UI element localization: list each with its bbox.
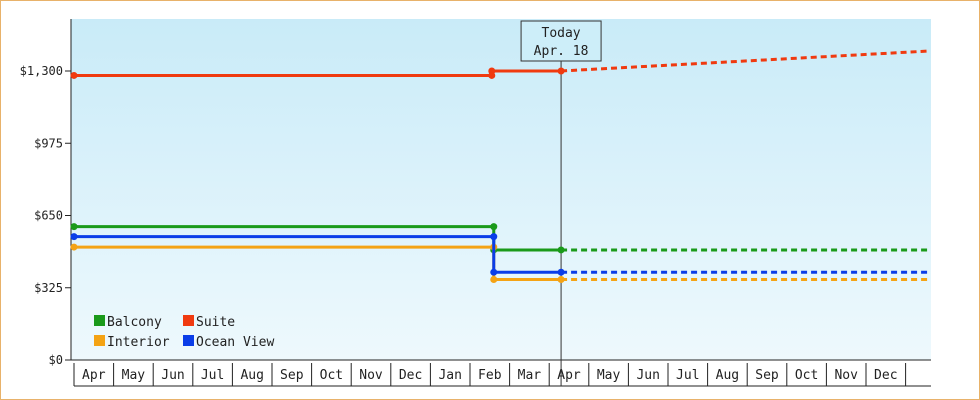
x-tick-label: Apr: [557, 368, 581, 383]
today-box: [520, 20, 602, 62]
y-tick-label: $0: [49, 353, 63, 367]
x-tick-label: Mar: [518, 368, 542, 383]
y-tick-label: $1,300: [20, 64, 63, 78]
data-point: [490, 233, 498, 241]
legend-item: Balcony: [94, 315, 162, 330]
data-point: [70, 71, 78, 79]
legend-label: Balcony: [107, 315, 162, 330]
legend-item: Interior: [94, 335, 170, 350]
data-point: [490, 268, 498, 276]
x-tick-label: Jul: [676, 368, 699, 383]
data-point: [70, 233, 78, 241]
x-tick-label: Dec: [399, 368, 422, 383]
data-point: [557, 268, 565, 276]
x-tick-label: Sep: [280, 368, 304, 383]
x-tick-label: Dec: [874, 368, 897, 383]
series-forecast-line: [560, 49, 930, 73]
data-point: [488, 67, 496, 75]
legend-swatch: [183, 315, 194, 326]
y-tick-label: $975: [34, 136, 63, 150]
today-label: Today: [542, 26, 581, 41]
x-tick-label: Apr: [82, 368, 106, 383]
data-point: [557, 67, 565, 75]
data-point: [557, 246, 565, 254]
today-date: Apr. 18: [534, 44, 589, 59]
data-point: [70, 243, 78, 251]
data-point: [490, 223, 498, 231]
data-point: [557, 276, 565, 284]
x-tick-label: Feb: [478, 368, 502, 383]
data-point: [490, 276, 498, 284]
legend-item: Suite: [183, 315, 235, 330]
series-ocean-view: [70, 233, 930, 276]
series-line: [74, 235, 562, 274]
y-tick-label: $650: [34, 209, 63, 223]
legend-swatch: [94, 335, 105, 346]
legend-item: Ocean View: [183, 335, 274, 350]
x-tick-label: Oct: [320, 368, 343, 383]
data-point: [70, 223, 78, 231]
x-tick-label: May: [122, 368, 146, 383]
series-suite: [70, 49, 930, 79]
x-tick-label: Jul: [201, 368, 224, 383]
legend-swatch: [94, 315, 105, 326]
x-tick-label: Aug: [716, 368, 739, 383]
x-tick-label: Jan: [438, 368, 461, 383]
x-tick-label: Oct: [795, 368, 818, 383]
x-tick-label: Jun: [161, 368, 184, 383]
legend-label: Interior: [107, 335, 170, 350]
legend-label: Ocean View: [196, 335, 274, 350]
legend-label: Suite: [196, 315, 235, 330]
legend-swatch: [183, 335, 194, 346]
x-tick-label: Nov: [359, 368, 383, 383]
x-tick-label: Sep: [755, 368, 779, 383]
x-tick-label: Jun: [636, 368, 659, 383]
x-tick-label: Nov: [834, 368, 858, 383]
x-tick-label: Aug: [240, 368, 263, 383]
x-tick-label: May: [597, 368, 621, 383]
y-tick-label: $325: [34, 281, 63, 295]
